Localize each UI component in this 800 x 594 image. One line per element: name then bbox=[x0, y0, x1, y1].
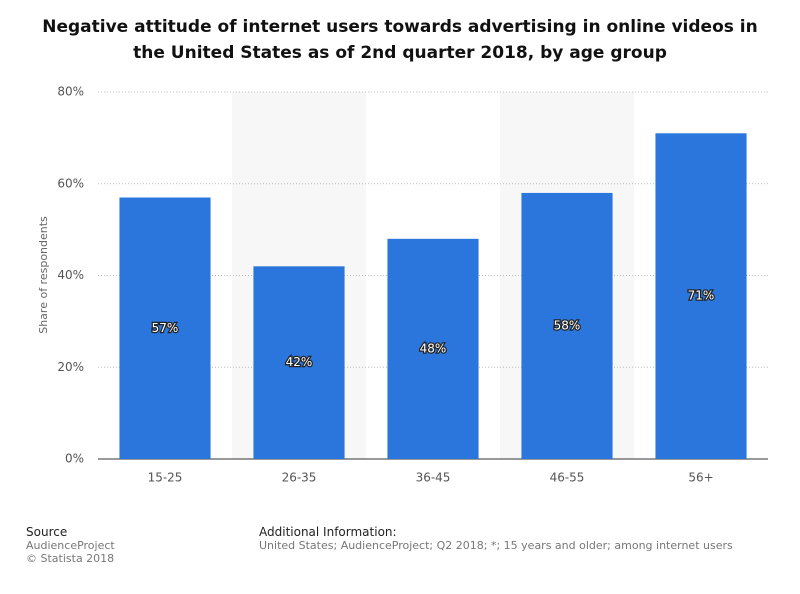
y-tick-label: 20% bbox=[57, 360, 84, 374]
info-title: Additional Information: bbox=[259, 525, 397, 539]
bar bbox=[521, 192, 613, 460]
x-tick-label: 15-25 bbox=[148, 471, 183, 485]
y-axis-label: Share of respondents bbox=[37, 216, 50, 334]
x-tick-label: 26-35 bbox=[282, 471, 317, 485]
additional-info: Additional Information: United States; A… bbox=[259, 525, 733, 553]
x-tick-label: 56+ bbox=[688, 471, 713, 485]
bar bbox=[655, 133, 747, 459]
info-text: United States; AudienceProject; Q2 2018;… bbox=[259, 539, 733, 552]
x-tick-label: 36-45 bbox=[416, 471, 451, 485]
data-label: 42% bbox=[286, 355, 313, 369]
x-tick-label: 46-55 bbox=[550, 471, 585, 485]
source-title: Source bbox=[26, 525, 68, 539]
bar bbox=[387, 238, 479, 459]
y-tick-label: 60% bbox=[57, 176, 84, 190]
data-label: 58% bbox=[554, 318, 581, 332]
y-tick-label: 40% bbox=[57, 268, 84, 282]
source: Source AudienceProject © Statista 2018 bbox=[26, 525, 115, 566]
source-line: AudienceProject bbox=[26, 539, 115, 552]
y-tick-label: 80% bbox=[57, 85, 84, 99]
bar bbox=[119, 197, 211, 459]
bar bbox=[253, 266, 345, 459]
data-label: 71% bbox=[688, 289, 715, 303]
data-label: 48% bbox=[420, 341, 447, 355]
source-line: © Statista 2018 bbox=[26, 552, 115, 565]
data-label: 57% bbox=[152, 321, 179, 335]
y-tick-label: 0% bbox=[65, 452, 84, 466]
chart-title: Negative attitude of internet users towa… bbox=[42, 17, 758, 63]
